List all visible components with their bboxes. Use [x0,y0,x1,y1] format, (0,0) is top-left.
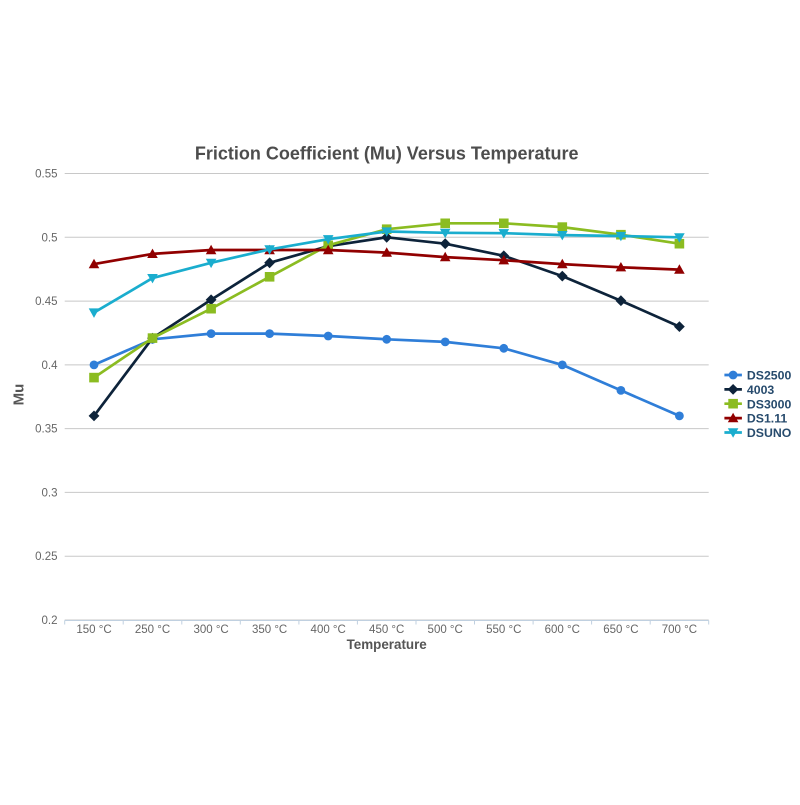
svg-text:0.55: 0.55 [35,169,57,181]
svg-text:DS2500: DS2500 [747,369,792,383]
svg-text:550 °C: 550 °C [486,624,521,636]
svg-text:450 °C: 450 °C [369,624,404,636]
svg-text:Temperature: Temperature [347,637,427,652]
svg-text:650 °C: 650 °C [603,624,638,636]
svg-text:150 °C: 150 °C [76,624,111,636]
svg-text:500 °C: 500 °C [428,624,463,636]
svg-text:DS1.11: DS1.11 [747,412,787,426]
svg-text:0.5: 0.5 [42,232,58,244]
svg-text:250 °C: 250 °C [135,624,170,636]
svg-text:DS3000: DS3000 [747,397,792,411]
svg-text:0.25: 0.25 [35,551,57,563]
svg-text:4003: 4003 [747,383,775,397]
svg-text:0.3: 0.3 [42,487,58,499]
svg-text:Friction Coefficient (Mu) Vers: Friction Coefficient (Mu) Versus Tempera… [195,144,579,164]
svg-text:600 °C: 600 °C [545,624,580,636]
svg-text:700 °C: 700 °C [662,624,697,636]
svg-text:350 °C: 350 °C [252,624,287,636]
svg-text:400 °C: 400 °C [311,624,346,636]
svg-text:0.45: 0.45 [35,296,57,308]
svg-text:0.2: 0.2 [42,615,58,627]
svg-text:0.4: 0.4 [42,360,59,372]
svg-text:Mu: Mu [11,384,28,406]
svg-text:DSUNO: DSUNO [747,426,792,440]
svg-text:300 °C: 300 °C [193,624,228,636]
svg-text:0.35: 0.35 [35,424,57,436]
